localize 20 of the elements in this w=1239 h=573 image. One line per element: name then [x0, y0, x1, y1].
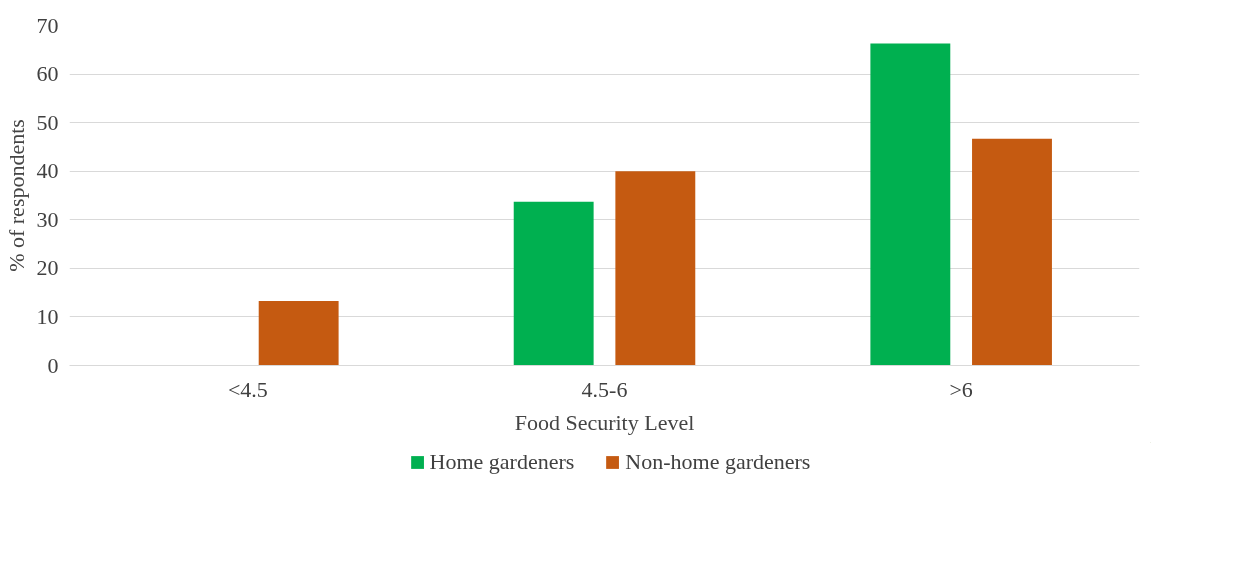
- bar: [258, 300, 339, 366]
- y-tick-label: 40: [36, 158, 59, 184]
- y-tick-label: 50: [36, 109, 59, 135]
- bar: [513, 201, 594, 366]
- y-axis-title: % of respondents: [3, 119, 29, 272]
- x-axis-title: Food Security Level: [514, 409, 695, 435]
- legend-label: Non-home gardeners: [625, 449, 811, 475]
- x-tick-label: >6: [949, 376, 973, 402]
- bar: [870, 43, 951, 366]
- bar: [615, 171, 696, 366]
- y-tick-label: 70: [36, 12, 59, 38]
- x-tick-label: <4.5: [227, 376, 268, 402]
- x-tick-label: 4.5-6: [581, 376, 628, 402]
- y-tick-label: 60: [36, 61, 59, 87]
- y-tick-label: 20: [36, 255, 59, 281]
- y-tick-label: 10: [36, 303, 59, 329]
- y-tick-label: 30: [36, 206, 59, 232]
- legend-label: Home gardeners: [429, 449, 575, 475]
- bar: [972, 138, 1052, 366]
- y-tick-label: 0: [47, 352, 59, 378]
